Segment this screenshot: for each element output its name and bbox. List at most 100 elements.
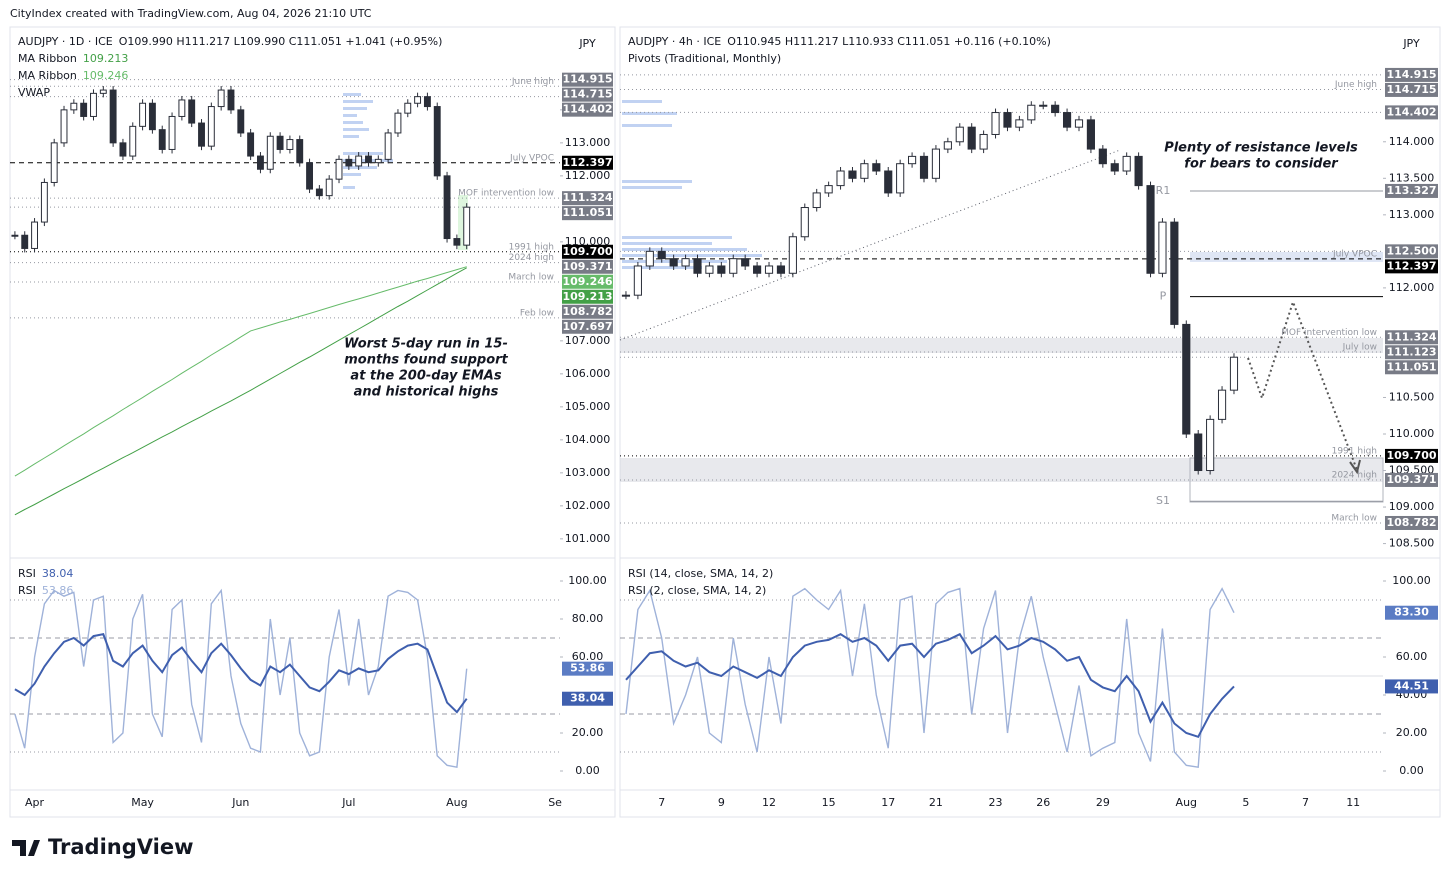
price-badge-label: 109.213 [562,290,612,303]
price-badge-label: 111.324 [562,191,612,204]
candle [40,181,48,223]
legend-name: MA Ribbon [18,69,77,82]
price-badge [1385,67,1438,82]
legend-entry: MA Ribbon 109.213 [18,52,128,65]
price-badge [1385,472,1438,487]
level-label: July VPOC [509,153,554,163]
price-badge-label: 114.715 [562,88,612,101]
y-tick-label: 101.000 [565,532,611,545]
rsi-legend: RSI 38.04 [18,567,73,580]
price-badge-label: 113.327 [1386,184,1436,197]
price-badge [562,274,613,289]
left-panel [9,26,616,818]
candle [633,265,642,296]
legend-entry: VWAP [18,86,50,99]
price-badge [1385,259,1438,274]
candle [824,185,833,194]
candle [404,102,412,114]
chart-title: AUDJPY · 4h · ICE [628,35,721,48]
legend-value: 109.246 [83,69,129,82]
price-badge-label: 114.915 [562,73,612,86]
level-label: July low [1342,342,1377,352]
price-badge-label: 112.397 [1386,259,1436,272]
level-label: March low [1331,513,1377,523]
rsi-line [625,587,1235,769]
level-label: June high [511,77,554,87]
support-zone [620,458,1383,482]
rsi-badge-label: 53.86 [570,662,605,675]
price-badge-label: 114.915 [1386,68,1436,81]
price-badge-label: 108.782 [562,305,612,318]
price-badge [1385,448,1438,463]
candle [1003,112,1012,128]
annotation: Worst 5-day run in 15- [344,337,508,352]
y-tick-label: 105.000 [565,400,611,413]
price-badge [562,155,613,170]
price-badge-label: 111.051 [562,206,612,219]
price-badge [562,87,613,102]
candle [50,142,58,183]
y-tick-label: 112.000 [565,169,611,182]
candle [836,170,845,187]
price-badge [562,72,613,87]
candle [645,250,654,267]
level-label: 1991 high [1332,446,1377,456]
candle [237,109,245,134]
legend-entry: MA Ribbon 109.246 [18,69,128,82]
candle [1015,119,1024,128]
pivot-label: S1 [1156,494,1170,507]
candle [345,158,353,167]
candle [296,139,304,164]
candle [286,139,294,150]
candle [198,122,205,147]
rsi-legend: RSI (14, close, SMA, 14, 2) [628,567,773,580]
candle [741,258,750,267]
candle [99,89,107,94]
chart-legend: AUDJPY · 1D · ICE O109.990 H111.217 L109.… [18,35,442,48]
legend-value: 109.213 [83,52,129,65]
candle [1110,163,1119,172]
candle [119,142,127,157]
candle [325,178,333,197]
rsi-badge [562,691,613,706]
candle [80,102,88,117]
candle [207,106,215,147]
pivot-label: R1 [1156,184,1171,197]
rsi-legend: RSI (2, close, SMA, 14, 2) [628,584,766,597]
candle [306,162,314,190]
price-badge-label: 109.371 [1386,473,1436,486]
level-label: MOF intervention low [458,189,554,199]
candle [1134,155,1143,187]
candle [355,155,363,167]
candle [1051,104,1060,114]
x-tick-label: Aug [1176,796,1197,809]
x-tick-label: 7 [658,796,665,809]
x-tick-label: Se [548,796,562,809]
y-tick-label: 60.00 [572,650,604,663]
header-text: CityIndex created with TradingView.com, … [10,7,372,20]
candle [139,102,147,127]
rsi-badge [562,661,613,676]
x-tick-label: Jun [231,796,249,809]
level-label: 1991 high [509,242,554,252]
candle [681,258,690,267]
axis-unit: JPY [1402,37,1420,50]
price-badge [1385,105,1438,120]
x-tick-label: 15 [822,796,836,809]
candle [884,170,893,194]
candle [812,192,821,209]
candle [109,89,117,144]
price-badge-label: 111.051 [1386,360,1436,373]
x-tick-label: Aug [446,796,467,809]
price-badge-label: 109.371 [562,260,612,273]
candle [11,234,19,237]
candle [919,155,929,179]
projection-arrow [1349,459,1361,475]
candle [315,188,323,197]
rsi-line [14,588,468,769]
y-tick-label: 110.000 [1389,427,1435,440]
y-tick-label: 110.000 [565,235,611,248]
level-label: June high [1334,80,1377,90]
candle [443,175,451,240]
